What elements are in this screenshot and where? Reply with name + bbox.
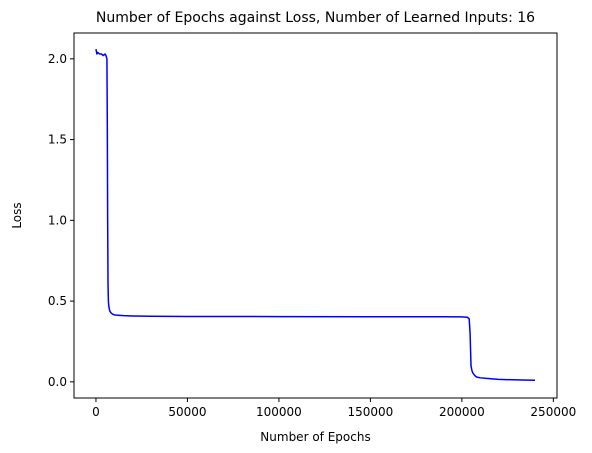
x-tick-label: 0 (92, 405, 100, 419)
plot-area (95, 49, 536, 381)
x-axis-label: Number of Epochs (260, 430, 370, 444)
y-tick-label: 1.5 (48, 133, 67, 147)
x-tick-label: 200000 (439, 405, 485, 419)
plot-frame (73, 32, 558, 399)
y-axis-label: Loss (10, 202, 24, 228)
loss-series-line (95, 49, 536, 381)
y-tick-label: 0.5 (48, 294, 67, 308)
x-axis-ticks: 0 50000 100000 150000 200000 250000 (92, 398, 576, 419)
chart-title: Number of Epochs against Loss, Number of… (96, 10, 535, 26)
x-tick-label: 250000 (530, 405, 576, 419)
y-tick-label: 2.0 (48, 52, 67, 66)
y-axis-ticks: 0.0 0.5 1.0 1.5 2.0 (48, 52, 74, 389)
x-tick-label: 50000 (168, 405, 206, 419)
y-tick-label: 1.0 (48, 213, 67, 227)
x-tick-label: 100000 (256, 405, 302, 419)
y-tick-label: 0.0 (48, 375, 67, 389)
x-tick-label: 150000 (347, 405, 393, 419)
